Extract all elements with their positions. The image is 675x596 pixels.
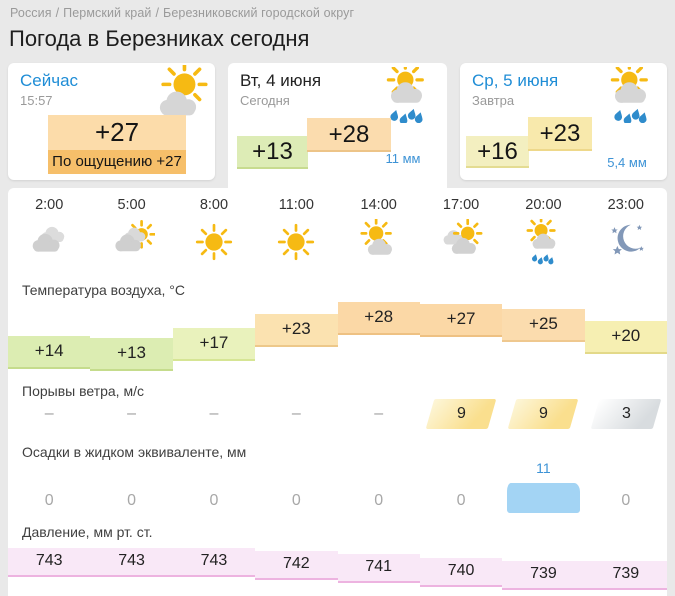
sun-cloud-rain-icon: [502, 214, 584, 270]
hour-time: 2:00: [35, 197, 64, 213]
wind-no-data: –: [44, 405, 54, 422]
today-temp-max: +28: [307, 118, 391, 152]
precipitation-amount: [502, 488, 584, 514]
wind-cell: –: [173, 394, 255, 434]
clear-night-icon: [585, 214, 667, 270]
sun-behind-cloud-icon: [147, 61, 209, 132]
precipitation-section-label: Осадки в жидком эквиваленте, мм: [22, 444, 247, 460]
precipitation-amount: 0: [621, 492, 631, 509]
breadcrumb: Россия / Пермский край / Березниковский горо…: [10, 6, 355, 20]
temperature-bar: +20: [584, 321, 667, 355]
wind-section-label: Порывы ветра, м/с: [22, 383, 144, 399]
sun-cloud-rain-icon: [599, 61, 655, 128]
precipitation-amount: 0: [127, 492, 137, 509]
temperature-bar: +25: [502, 309, 585, 343]
current-temperature: +27: [48, 115, 186, 150]
precipitation-amount: 0: [44, 492, 54, 509]
precipitation-amount: 0: [209, 492, 219, 509]
temperature-bar: +17: [172, 328, 256, 362]
precipitation-chart: 11 0 0 0 0 0 0 0: [8, 452, 667, 518]
wind-cell: –: [255, 394, 337, 434]
pressure-bar: 740: [419, 557, 503, 587]
tomorrow-temp-min: +16: [466, 136, 529, 168]
hour-time: 14:00: [360, 197, 397, 213]
pressure-bar: 743: [172, 548, 256, 577]
precipitation-value: 11: [536, 460, 551, 476]
cloudy-icon: [8, 214, 90, 270]
breadcrumb-link-country[interactable]: Россия: [10, 6, 52, 20]
now-time: 15:57: [20, 93, 53, 108]
hour-time: 20:00: [525, 197, 562, 213]
hour-time: 23:00: [607, 197, 644, 213]
card-today[interactable]: Вт, 4 июня Сегодня 11 мм +28 +13: [228, 61, 447, 188]
pressure-bar: 739: [584, 560, 667, 590]
precipitation-amount: 0: [456, 492, 466, 509]
pressure-bar: 741: [337, 554, 420, 584]
breadcrumb-link-district[interactable]: Березниковский городской округ: [163, 6, 355, 20]
wind-gust-badge: 9: [425, 399, 497, 429]
precipitation-amount: 0: [291, 492, 301, 509]
wind-cell: 3: [585, 394, 667, 434]
wind-gusts-row: – – – – – 9 9 3: [8, 394, 667, 434]
precipitation-amount: 0: [374, 492, 384, 509]
wind-cell: 9: [420, 394, 502, 434]
hour-times-row: 2:00 5:00 8:00 11:00 14:00 17:00 20:00 23:00: [8, 194, 667, 216]
card-tomorrow[interactable]: Ср, 5 июня Завтра 5,4 мм +23 +16: [460, 61, 667, 180]
pressure-bar: 739: [502, 560, 585, 590]
wind-no-data: –: [291, 405, 301, 422]
wind-gust-value: 9: [538, 405, 548, 422]
pressure-bar: 743: [8, 548, 91, 577]
hour-time: 11:00: [278, 197, 314, 213]
pressure-bar: 743: [90, 548, 173, 577]
wind-cell: –: [8, 394, 90, 434]
today-sublabel: Сегодня: [240, 93, 290, 108]
wind-no-data: –: [127, 405, 137, 422]
wind-cell: –: [90, 394, 172, 434]
feels-like: По ощущению +27: [48, 150, 186, 174]
temperature-section-label: Температура воздуха, °C: [22, 282, 185, 298]
wind-gust-badge: 3: [590, 399, 662, 429]
wind-gust-value: 3: [621, 405, 631, 422]
page-title: Погода в Березниках сегодня: [9, 26, 310, 51]
wind-no-data: –: [209, 405, 219, 422]
temperature-bar: +23: [255, 314, 338, 347]
cloud-sun-icon: [90, 214, 172, 270]
temperature-bar: +14: [8, 335, 91, 369]
pressure-section-label: Давление, мм рт. ст.: [22, 524, 153, 540]
card-now[interactable]: Сейчас 15:57 +27 По ощущению +27: [8, 61, 215, 180]
temperature-bar: +27: [419, 304, 503, 338]
temperature-chart: +14 +13 +17 +23 +28 +27 +25 +20: [8, 298, 667, 376]
wind-gust-badge: 9: [508, 399, 579, 429]
wind-no-data: –: [374, 405, 384, 422]
sunny-icon: [255, 214, 337, 270]
wind-gust-value: 9: [456, 405, 466, 422]
hour-icons-row: [8, 214, 667, 270]
temperature-bar: +28: [337, 302, 420, 335]
today-precipitation: 11 мм: [385, 151, 421, 166]
precipitation-zeros-row: 0 0 0 0 0 0 0: [8, 488, 667, 514]
wind-cell: 9: [502, 394, 584, 434]
hour-time: 17:00: [442, 197, 480, 213]
sun-cloud-icon: [338, 214, 420, 270]
cloud-sun-big-icon: [420, 214, 502, 270]
tomorrow-temp-max: +23: [528, 117, 592, 151]
today-temp-min: +13: [237, 136, 308, 169]
pressure-chart: 743 743 743 742 741 740 739 739: [8, 540, 667, 596]
tomorrow-precipitation: 5,4 мм: [607, 155, 647, 170]
hour-time: 8:00: [199, 197, 229, 213]
today-label[interactable]: Вт, 4 июня: [240, 71, 322, 90]
tomorrow-label[interactable]: Ср, 5 июня: [472, 71, 559, 90]
hour-time: 5:00: [117, 197, 146, 213]
tomorrow-sublabel: Завтра: [472, 93, 515, 108]
now-label[interactable]: Сейчас: [20, 71, 79, 90]
precipitation-bar: [507, 483, 580, 513]
breadcrumb-link-region[interactable]: Пермский край: [63, 6, 152, 20]
pressure-bar: 742: [255, 551, 338, 581]
hourly-forecast-panel: 2:00 5:00 8:00 11:00 14:00 17:00 20:00 23:00 Те…: [8, 188, 667, 596]
wind-cell: –: [338, 394, 420, 434]
sunny-icon: [173, 214, 255, 270]
temperature-bar: +13: [90, 338, 173, 371]
